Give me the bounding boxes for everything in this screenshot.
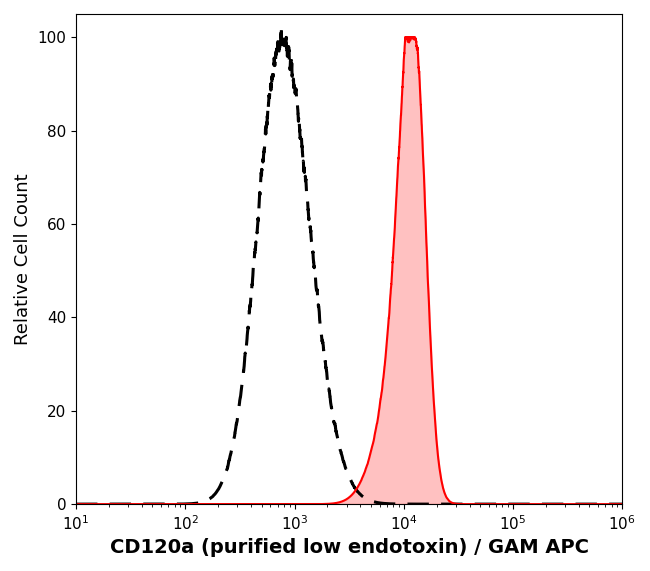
X-axis label: CD120a (purified low endotoxin) / GAM APC: CD120a (purified low endotoxin) / GAM AP… [110, 538, 589, 557]
Y-axis label: Relative Cell Count: Relative Cell Count [14, 173, 32, 345]
